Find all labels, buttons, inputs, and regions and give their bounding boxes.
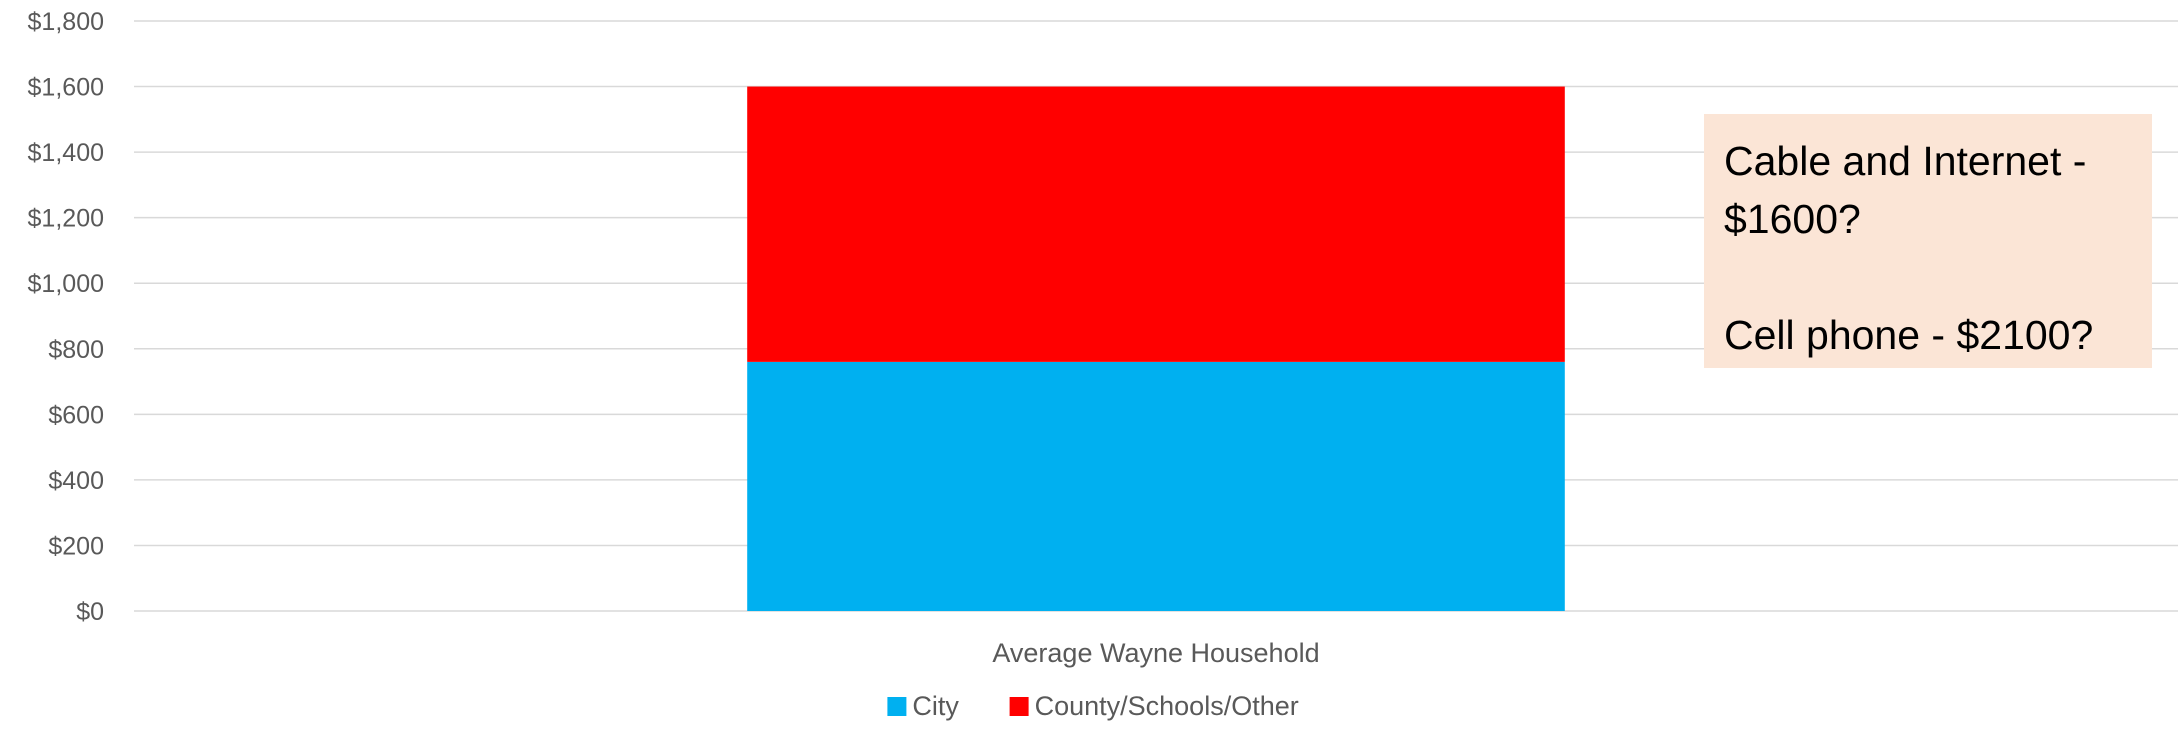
callout-spacer	[1724, 248, 2132, 306]
y-tick-label: $400	[48, 467, 104, 495]
x-tick-label: Average Wayne Household	[992, 638, 1319, 668]
y-tick-label: $1,600	[28, 74, 104, 102]
legend-swatch-county-schools-other	[1009, 697, 1029, 716]
y-tick-label: $600	[48, 401, 104, 429]
y-tick-label: $0	[76, 598, 104, 626]
y-axis-tick-labels: $0 $200 $400 $600 $800 $1,000 $1,200 $1,400 $1,6…	[28, 8, 104, 626]
legend-swatch-city	[887, 697, 907, 716]
legend-label-city: City	[912, 691, 959, 721]
bar-segment-city	[747, 361, 1565, 611]
legend-label-county-schools-other: County/Schools/Other	[1035, 691, 1299, 721]
bar-segment-county-schools-other	[747, 86, 1565, 362]
x-axis-tick-labels: Average Wayne Household	[992, 638, 1319, 668]
callout-line-cell: Cell phone - $2100?	[1724, 312, 2094, 358]
bars	[747, 86, 1565, 611]
callout-box: Cable and Internet - $1600? Cell phone -…	[1704, 114, 2152, 368]
y-tick-label: $1,200	[28, 205, 104, 233]
callout-line-cable-price: $1600?	[1724, 196, 1861, 242]
legend: City County/Schools/Other	[887, 691, 1299, 721]
y-tick-label: $800	[48, 336, 104, 364]
callout-line-cable: Cable and Internet -	[1724, 138, 2087, 184]
y-tick-label: $1,000	[28, 270, 104, 298]
y-tick-label: $1,800	[28, 8, 104, 36]
y-tick-label: $200	[48, 532, 104, 560]
y-tick-label: $1,400	[28, 139, 104, 167]
